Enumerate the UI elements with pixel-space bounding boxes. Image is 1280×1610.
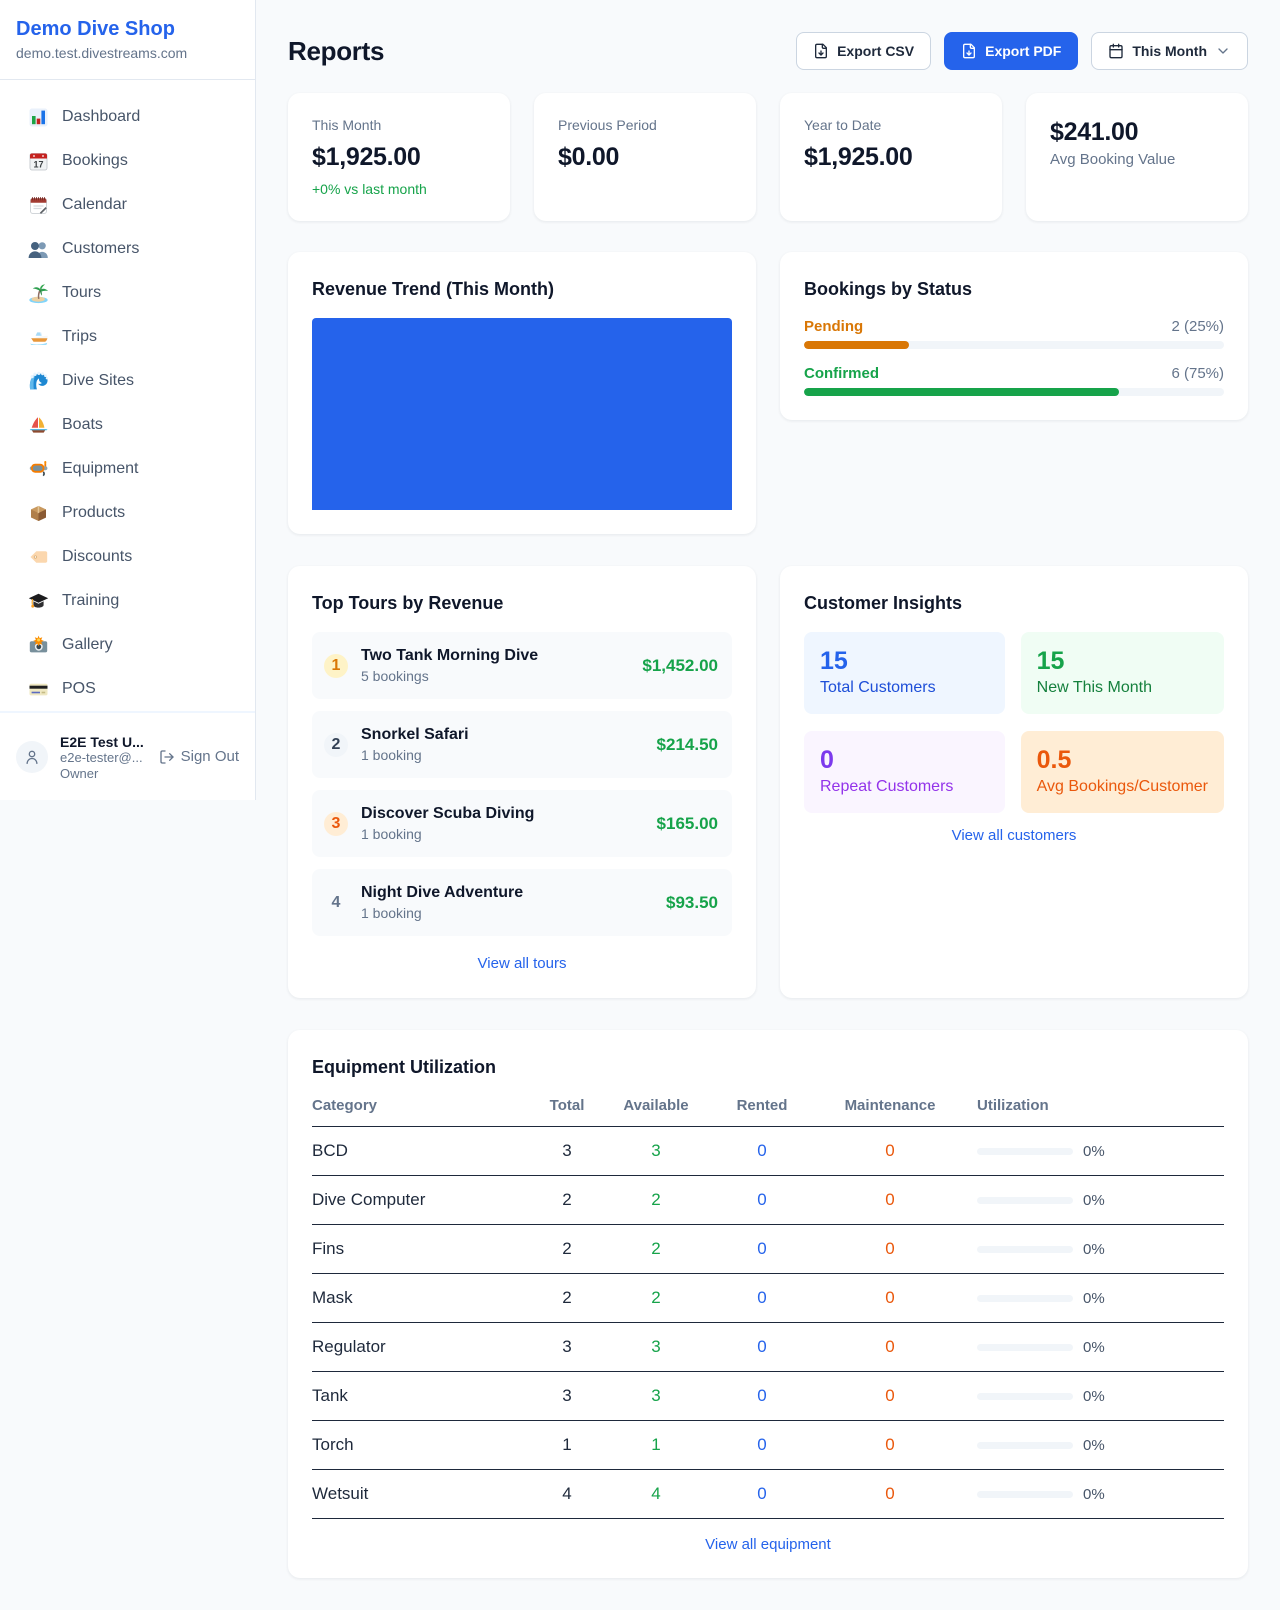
svg-text:17: 17 [33,159,43,169]
